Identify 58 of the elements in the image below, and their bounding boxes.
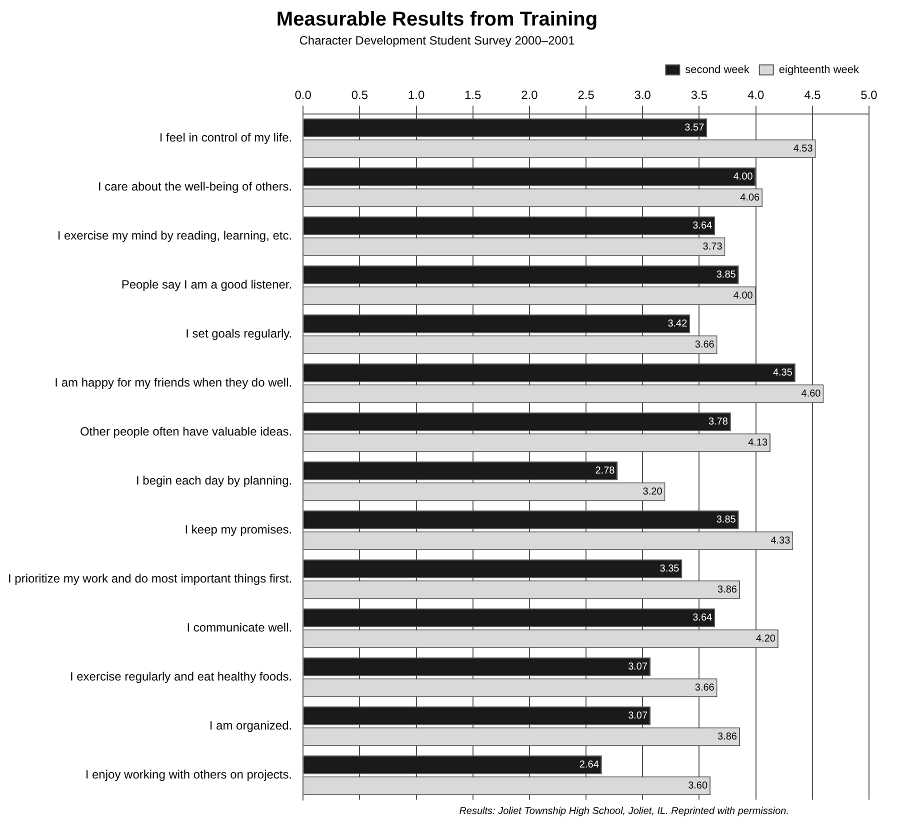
data-label: 3.35 <box>660 564 680 575</box>
y-tick-label: I feel in control of my life. <box>159 130 292 145</box>
x-tick-label: 3.5 <box>690 88 708 102</box>
data-label: 4.13 <box>748 437 768 448</box>
data-label: 3.60 <box>688 780 708 792</box>
x-tick-label: 2.5 <box>578 88 595 102</box>
y-tick-label: I communicate well. <box>186 620 292 635</box>
y-tick-label: I prioritize my work and do most important things first. <box>8 572 292 586</box>
x-tick-label: 5.0 <box>860 88 878 102</box>
data-label: 4.60 <box>801 388 822 400</box>
data-label: 3.86 <box>718 584 738 596</box>
x-tick-label: 1.5 <box>464 88 482 102</box>
y-tick-label: I set goals regularly. <box>186 326 292 341</box>
y-tick-label: I begin each day by planning. <box>136 474 292 488</box>
x-tick-label: 1.0 <box>408 88 425 102</box>
y-tick-label: People say I am a good listener. <box>121 278 292 292</box>
data-label: 4.00 <box>733 290 754 302</box>
data-label: 4.00 <box>733 172 754 183</box>
data-label: 3.86 <box>718 731 738 742</box>
y-tick-label: I am happy for my friends when they do well. <box>54 376 292 390</box>
data-label: 3.42 <box>668 318 688 330</box>
x-tick-label: 2.0 <box>521 88 538 102</box>
data-label: 4.33 <box>770 535 791 546</box>
data-label: 4.35 <box>772 368 793 379</box>
data-label: 3.20 <box>642 486 663 498</box>
y-tick-label: I care about the well-being of others. <box>98 180 292 194</box>
x-tick-label: 4.0 <box>747 88 764 102</box>
data-label: 3.78 <box>708 416 728 428</box>
y-tick-label: I exercise my mind by reading, learning, etc. <box>57 228 292 243</box>
data-label: 4.20 <box>756 633 776 644</box>
chart-subtitle: Character Development Student Survey 2000–2001 <box>299 34 576 48</box>
data-label: 3.66 <box>694 682 715 694</box>
x-tick-label: 0.5 <box>351 88 368 102</box>
data-label: 3.85 <box>716 514 736 526</box>
data-label: 3.66 <box>694 339 715 350</box>
y-tick-label: I keep my promises. <box>184 522 292 537</box>
legend-label: second week <box>685 64 750 76</box>
text: Results: Joliet Township High School, Joliet, IL. Reprinted with permission. <box>458 806 790 817</box>
data-label: 2.64 <box>579 760 600 771</box>
data-label: 3.57 <box>684 122 705 134</box>
y-tick-label: I enjoy working with others on projects. <box>85 768 292 782</box>
x-tick-label: 3.0 <box>634 88 652 102</box>
data-label: 3.07 <box>628 710 648 722</box>
chart-title: Measurable Results from Training <box>276 8 598 31</box>
y-tick-label: Other people often have valuable ideas. <box>80 424 292 439</box>
data-label: 3.64 <box>692 612 713 624</box>
y-tick-label: I exercise regularly and eat healthy foods. <box>70 670 292 684</box>
data-label: 3.85 <box>716 270 736 281</box>
y-tick-label: I am organized. <box>209 718 292 733</box>
data-label: 4.53 <box>793 143 814 154</box>
data-label: 3.73 <box>702 241 723 252</box>
data-label: 3.07 <box>628 662 648 673</box>
data-label: 3.64 <box>692 220 713 232</box>
x-tick-label: 4.5 <box>804 88 822 102</box>
data-label: 2.78 <box>595 466 616 477</box>
legend-label: eighteenth week <box>778 64 860 76</box>
data-label: 4.06 <box>740 192 760 204</box>
x-tick-label: 0.0 <box>294 88 312 102</box>
